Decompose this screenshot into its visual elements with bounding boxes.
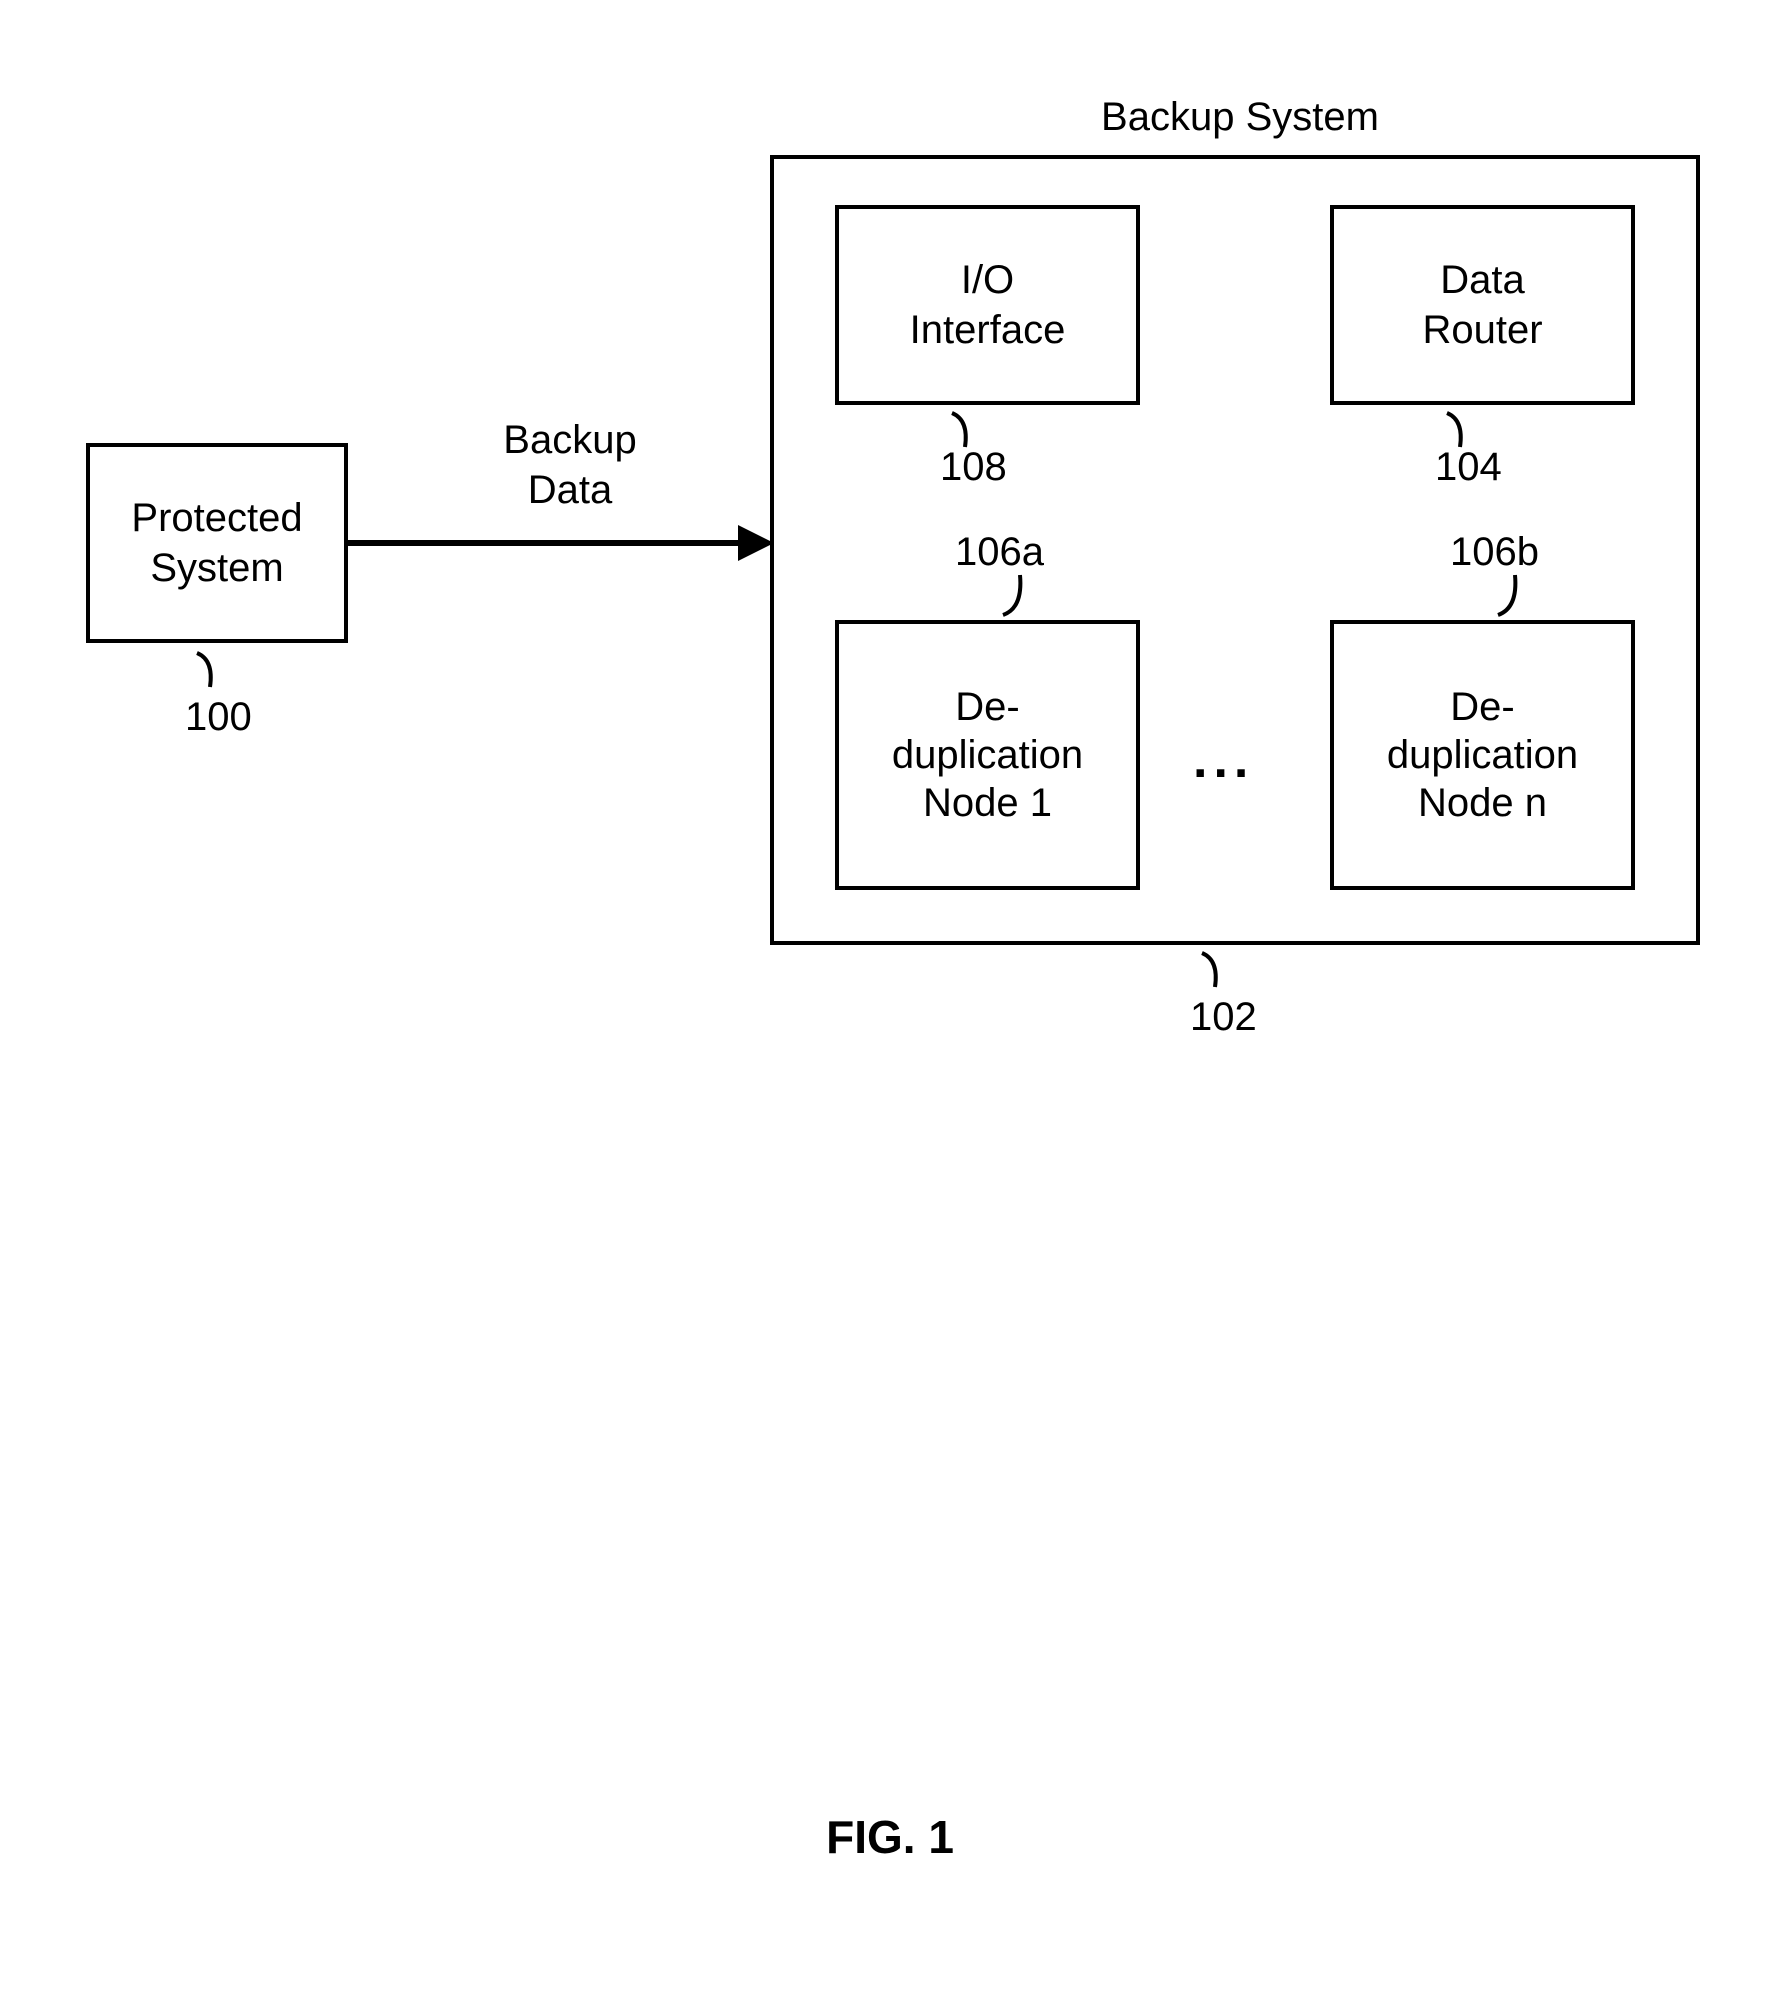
ref-104: 104	[1435, 445, 1502, 490]
ellipsis: ...	[1193, 730, 1254, 790]
dedup-node-1-label: De- duplication Node 1	[892, 683, 1083, 827]
data-router-box: Data Router	[1330, 205, 1635, 405]
ref-106a: 106a	[955, 530, 1044, 575]
diagram-canvas: Backup System Protected System I/O Inter…	[0, 0, 1782, 2012]
figure-caption: FIG. 1	[790, 1810, 990, 1864]
ref-mark-106a	[995, 570, 1045, 620]
ref-108: 108	[940, 445, 1007, 490]
dedup-node-n-box: De- duplication Node n	[1330, 620, 1635, 890]
protected-system-box: Protected System	[86, 443, 348, 643]
ref-mark-100	[192, 650, 232, 690]
arrow-line	[348, 540, 740, 546]
io-interface-box: I/O Interface	[835, 205, 1140, 405]
dedup-node-n-label: De- duplication Node n	[1387, 683, 1578, 827]
ref-mark-104	[1442, 410, 1482, 450]
protected-system-label: Protected System	[131, 493, 302, 593]
ref-mark-108	[947, 410, 987, 450]
data-router-label: Data Router	[1422, 255, 1542, 355]
ref-100: 100	[185, 695, 252, 740]
ref-106b: 106b	[1450, 530, 1539, 575]
ref-102: 102	[1190, 995, 1257, 1040]
ref-mark-106b	[1490, 570, 1540, 620]
dedup-node-1-box: De- duplication Node 1	[835, 620, 1140, 890]
arrow-head-icon	[738, 525, 774, 561]
io-interface-label: I/O Interface	[910, 255, 1066, 355]
ref-mark-102	[1197, 950, 1237, 990]
backup-system-title: Backup System	[1040, 95, 1440, 140]
arrow-label: Backup Data	[470, 415, 670, 515]
